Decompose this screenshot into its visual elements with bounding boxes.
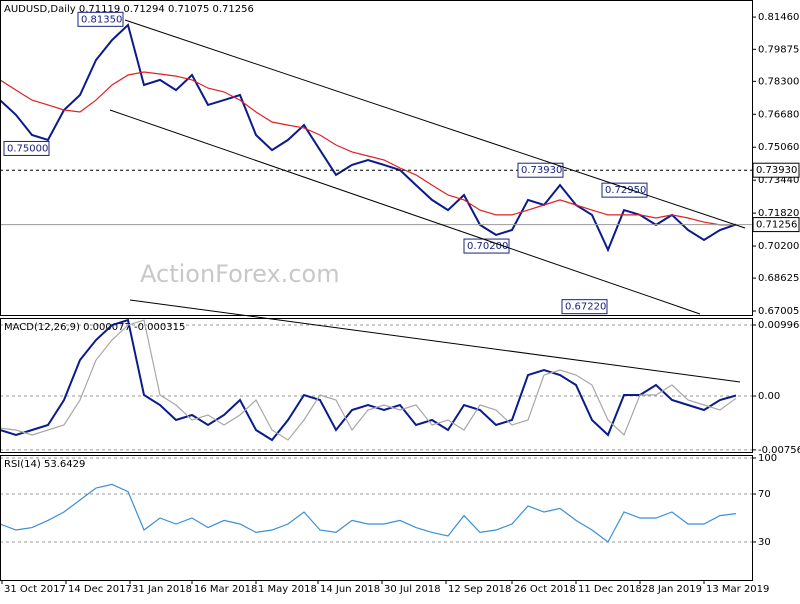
y-tick-label: 0.78300 <box>758 76 799 87</box>
panel-title: MACD(12,26,9) 0.000077 -0.000315 <box>4 322 185 333</box>
series-line <box>0 23 737 253</box>
annotation-label: 0.73930 <box>521 165 562 176</box>
y-tick-label: 30 <box>758 537 771 548</box>
x-tick-label: 1 May 2018 <box>258 584 317 595</box>
y-tick-label: 0.70200 <box>758 241 799 252</box>
annotation-label: 0.70200 <box>467 241 508 252</box>
y-tick-label: 0.67005 <box>758 306 799 317</box>
y-tick-label: 0.81460 <box>758 12 799 23</box>
macd-panel <box>0 318 753 453</box>
x-tick-label: 16 Mar 2018 <box>194 584 257 595</box>
y-tick-label: 100 <box>758 453 777 464</box>
panel-title: RSI(14) 53.6429 <box>4 459 85 470</box>
y-tick-label: 70 <box>758 489 771 500</box>
x-tick-label: 14 Jun 2018 <box>320 584 380 595</box>
panel-title: AUDUSD,Daily 0.71119 0.71294 0.71075 0.7… <box>4 4 254 15</box>
price-panel <box>0 0 753 316</box>
y-tick-label: 0.68625 <box>758 273 799 284</box>
y-tick-label: 0.75060 <box>758 142 799 153</box>
annotation-label: 0.67220 <box>565 302 606 313</box>
rsi-panel <box>0 455 753 581</box>
annotation-box <box>463 238 510 254</box>
plot-layer: 0.81460 0.79875 0.78300 0.76680 0.75060 0.734… <box>0 4 800 595</box>
y-tick-label: 0.76680 <box>758 109 799 120</box>
series-line <box>0 71 736 226</box>
annotation-box <box>3 140 50 156</box>
series-line <box>0 318 737 442</box>
annotation-box <box>517 162 564 178</box>
y-tick-label: 0.79875 <box>758 44 799 55</box>
series-line <box>0 319 737 441</box>
channel-upper <box>124 19 746 229</box>
y-tick-label: -0.00756 <box>758 445 800 456</box>
x-tick-label: 30 Jul 2018 <box>384 584 441 595</box>
x-tick-label: 31 Jan 2018 <box>132 584 192 595</box>
x-tick-label: 31 Oct 2017 <box>4 584 66 595</box>
y-tick-label: 0.00 <box>758 391 780 402</box>
price-tag-label: 0.73930 <box>756 165 797 176</box>
x-tick-label: 26 Oct 2018 <box>514 584 576 595</box>
price-tag-label: 0.71256 <box>756 220 797 231</box>
y-tick-label: 0.71820 <box>758 208 799 219</box>
x-tick-label: 11 Dec 2018 <box>578 584 642 595</box>
y-tick-label: 0.009964 <box>758 320 800 331</box>
annotation-box <box>601 182 648 198</box>
x-tick-label: 13 Mar 2019 <box>706 584 769 595</box>
annotation-label: 0.81350 <box>81 14 122 25</box>
annotation-box <box>561 299 608 315</box>
watermark: ActionForex.com <box>140 260 340 288</box>
channel-lower <box>109 109 701 315</box>
annotation-box <box>77 11 124 27</box>
macd-trendline <box>129 299 741 383</box>
annotation-label: 0.75000 <box>7 143 48 154</box>
y-tick-label: 0.73440 <box>758 175 799 186</box>
x-tick-label: 14 Dec 2017 <box>68 584 132 595</box>
x-tick-label: 12 Sep 2018 <box>448 584 511 595</box>
x-tick-label: 28 Jan 2019 <box>642 584 702 595</box>
series-line <box>0 483 737 543</box>
annotation-label: 0.72950 <box>605 185 646 196</box>
